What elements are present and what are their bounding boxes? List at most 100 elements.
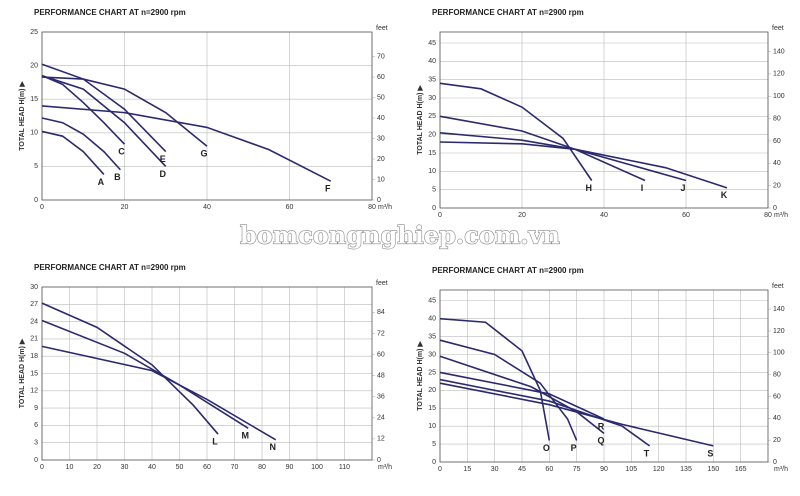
curve-label: P bbox=[571, 443, 577, 453]
x-tick-label: 135 bbox=[680, 466, 692, 473]
pump-curve bbox=[439, 132, 687, 182]
y-tick-label: 5 bbox=[432, 187, 436, 194]
y-tick-label: 21 bbox=[30, 336, 38, 343]
y-tick-label: 15 bbox=[428, 150, 436, 157]
curve-label: H bbox=[585, 183, 592, 193]
y-tick-label: 5 bbox=[432, 441, 436, 448]
x-tick-label: 0 bbox=[438, 466, 442, 473]
x-tick-label: 50 bbox=[176, 464, 184, 471]
curve-label: I bbox=[641, 183, 644, 193]
x-tick-label: 40 bbox=[600, 212, 608, 219]
y-tick-label: 25 bbox=[428, 113, 436, 120]
pump-curve bbox=[41, 117, 121, 171]
y-tick-label: 27 bbox=[30, 301, 38, 308]
pump-curve bbox=[41, 74, 167, 167]
y2-tick-label: 80 bbox=[773, 115, 781, 122]
y2-tick-label: 30 bbox=[377, 135, 385, 142]
y-axis-label: TOTAL HEAD H(m) ▶ bbox=[19, 81, 26, 151]
y2-tick-label: 12 bbox=[377, 436, 385, 443]
y-tick-label: 30 bbox=[428, 351, 436, 358]
watermark: bomcongnghiep.com.vn bbox=[240, 221, 560, 250]
y-tick-label: 25 bbox=[428, 369, 436, 376]
y2-axis-label: feet bbox=[772, 25, 784, 32]
y2-tick-label: 24 bbox=[377, 415, 385, 422]
curve-label: D bbox=[160, 169, 167, 179]
y2-tick-label: 0 bbox=[377, 197, 381, 204]
x-tick-label: 60 bbox=[545, 466, 553, 473]
x-tick-label: 80 bbox=[764, 212, 772, 219]
x-tick-label: 30 bbox=[491, 466, 499, 473]
plot-frame bbox=[41, 31, 373, 201]
curve-label: N bbox=[270, 442, 277, 452]
curve-label: E bbox=[160, 154, 166, 164]
y2-tick-label: 100 bbox=[773, 350, 785, 357]
y-axis-label: TOTAL HEAD H(m) ▶ bbox=[417, 341, 424, 411]
y-tick-label: 5 bbox=[34, 163, 38, 170]
curve-label: R bbox=[598, 421, 605, 431]
x-tick-label: 10 bbox=[66, 464, 74, 471]
pump-curve bbox=[439, 82, 593, 181]
y-tick-label: 10 bbox=[428, 423, 436, 430]
y2-tick-label: 60 bbox=[377, 74, 385, 81]
plot-frame bbox=[41, 286, 373, 461]
x-tick-label: 20 bbox=[93, 464, 101, 471]
x-tick-label: 60 bbox=[203, 464, 211, 471]
x-tick-label: 165 bbox=[735, 466, 747, 473]
y2-tick-label: 60 bbox=[773, 393, 781, 400]
x-tick-label: 15 bbox=[463, 466, 471, 473]
y2-tick-label: 0 bbox=[773, 459, 777, 466]
y2-tick-label: 48 bbox=[377, 372, 385, 379]
y2-tick-label: 0 bbox=[773, 205, 777, 212]
x-tick-label: 60 bbox=[286, 204, 294, 211]
y-tick-label: 15 bbox=[30, 96, 38, 103]
curve-label: F bbox=[325, 184, 331, 194]
pump-curve bbox=[41, 319, 249, 429]
y2-tick-label: 50 bbox=[377, 94, 385, 101]
y2-axis-label: feet bbox=[772, 283, 784, 290]
y2-axis-label: feet bbox=[376, 25, 388, 32]
x-tick-label: 30 bbox=[121, 464, 129, 471]
y-tick-label: 45 bbox=[428, 40, 436, 47]
x-tick-label: 0 bbox=[438, 212, 442, 219]
pump-curve bbox=[41, 105, 332, 182]
y2-tick-label: 120 bbox=[773, 328, 785, 335]
y-tick-label: 12 bbox=[30, 388, 38, 395]
pump-curve bbox=[41, 76, 208, 147]
y-tick-label: 20 bbox=[428, 132, 436, 139]
x-tick-label: 90 bbox=[600, 466, 608, 473]
x-tick-label: 45 bbox=[518, 466, 526, 473]
y-tick-label: 40 bbox=[428, 316, 436, 323]
pump-curve bbox=[439, 355, 605, 434]
y2-tick-label: 36 bbox=[377, 394, 385, 401]
pump-curve bbox=[41, 345, 277, 441]
x-tick-label: 20 bbox=[518, 212, 526, 219]
curve-label: T bbox=[644, 448, 650, 458]
pump-curve bbox=[439, 339, 578, 441]
y-tick-label: 9 bbox=[34, 405, 38, 412]
y2-tick-label: 40 bbox=[773, 415, 781, 422]
y2-tick-label: 20 bbox=[773, 437, 781, 444]
y2-tick-label: 72 bbox=[377, 330, 385, 337]
x-tick-label: 75 bbox=[573, 466, 581, 473]
y-tick-label: 35 bbox=[428, 77, 436, 84]
y-tick-label: 0 bbox=[432, 459, 436, 466]
y2-tick-label: 84 bbox=[377, 309, 385, 316]
pump-curve bbox=[41, 130, 105, 176]
x-tick-label: 0 bbox=[40, 464, 44, 471]
y-tick-label: 6 bbox=[34, 422, 38, 429]
y2-tick-label: 100 bbox=[773, 93, 785, 100]
pump-curve bbox=[439, 141, 728, 189]
y2-tick-label: 60 bbox=[773, 138, 781, 145]
x-tick-label: 80 bbox=[258, 464, 266, 471]
x-axis-label: m³/h bbox=[774, 212, 788, 219]
chart-title: PERFORMANCE CHART AT n=2900 rpm bbox=[432, 266, 584, 275]
x-tick-label: 70 bbox=[231, 464, 239, 471]
curve-label: C bbox=[118, 147, 125, 157]
y-tick-label: 3 bbox=[34, 440, 38, 447]
x-tick-label: 40 bbox=[148, 464, 156, 471]
y-axis-label: TOTAL HEAD H(m) ▶ bbox=[19, 338, 26, 408]
x-axis-label: m³/h bbox=[378, 464, 392, 471]
y2-tick-label: 70 bbox=[377, 53, 385, 60]
curve-label: L bbox=[212, 436, 218, 446]
